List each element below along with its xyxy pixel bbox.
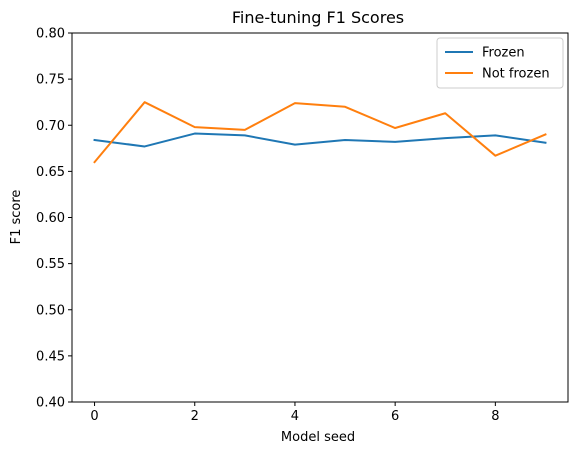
series-line-1 [93, 101, 547, 164]
x-tick-label: 6 [391, 409, 399, 424]
y-tick-label: 0.55 [36, 257, 65, 272]
y-tick-label: 0.60 [36, 211, 65, 226]
x-tick-label: 0 [90, 409, 98, 424]
legend-label-0: Frozen [482, 46, 525, 61]
y-tick-label: 0.40 [36, 396, 65, 411]
y-axis: 0.40 0.45 0.50 0.55 0.60 0.65 0.70 0.75 0.80 [36, 27, 72, 411]
y-tick-label: 0.80 [36, 27, 65, 42]
legend-label-1: Not frozen [482, 67, 550, 82]
x-tick-label: 2 [191, 409, 199, 424]
legend-box [436, 37, 564, 89]
chart-title: Fine-tuning F1 Scores [232, 8, 404, 27]
x-tick-label: 8 [491, 409, 499, 424]
series-line-0 [93, 132, 547, 148]
series-layer [93, 101, 547, 164]
y-axis-title: F1 score [9, 190, 24, 245]
x-axis: 0 2 4 6 8 [90, 402, 499, 424]
y-tick-label: 0.75 [36, 73, 65, 88]
y-tick-label: 0.45 [36, 349, 65, 364]
y-tick-label: 0.50 [36, 303, 65, 318]
x-tick-label: 4 [291, 409, 299, 424]
x-axis-title: Model seed [281, 430, 355, 445]
legend: Frozen Not frozen [436, 37, 564, 89]
y-tick-label: 0.70 [36, 119, 65, 134]
y-tick-label: 0.65 [36, 165, 65, 180]
